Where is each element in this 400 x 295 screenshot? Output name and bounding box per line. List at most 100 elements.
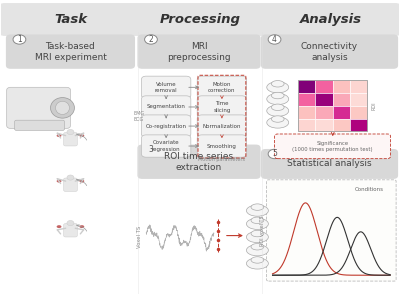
FancyBboxPatch shape: [142, 115, 191, 137]
Ellipse shape: [251, 217, 264, 224]
FancyBboxPatch shape: [64, 132, 77, 146]
FancyBboxPatch shape: [197, 76, 247, 99]
Text: ROI: ROI: [372, 101, 376, 110]
Bar: [315, 80, 332, 93]
FancyBboxPatch shape: [138, 145, 260, 179]
Circle shape: [67, 220, 74, 226]
Text: Time
slicing: Time slicing: [213, 101, 231, 113]
Text: 2: 2: [148, 35, 153, 44]
Circle shape: [268, 149, 281, 159]
Ellipse shape: [80, 180, 84, 183]
FancyBboxPatch shape: [197, 96, 247, 118]
Text: Voxel TS: Voxel TS: [137, 226, 142, 248]
FancyBboxPatch shape: [266, 180, 396, 281]
Ellipse shape: [246, 218, 268, 230]
Ellipse shape: [267, 94, 289, 105]
Ellipse shape: [246, 245, 268, 256]
Ellipse shape: [271, 116, 284, 122]
Bar: [298, 119, 315, 131]
Ellipse shape: [80, 134, 84, 137]
Text: Task-based
MRI experiment: Task-based MRI experiment: [34, 42, 106, 62]
Ellipse shape: [57, 180, 62, 183]
FancyBboxPatch shape: [0, 3, 400, 36]
Circle shape: [67, 175, 74, 180]
Text: Covariate
regression: Covariate regression: [152, 140, 180, 152]
Bar: [315, 93, 332, 106]
Bar: [350, 106, 368, 119]
Ellipse shape: [80, 225, 84, 228]
FancyBboxPatch shape: [64, 178, 77, 191]
Ellipse shape: [246, 205, 268, 216]
Ellipse shape: [271, 92, 284, 99]
Ellipse shape: [50, 98, 74, 118]
Ellipse shape: [56, 101, 70, 114]
Text: ROI time series
extraction: ROI time series extraction: [164, 152, 234, 172]
Bar: [350, 93, 368, 106]
Text: Smoothing: Smoothing: [207, 144, 237, 148]
Text: 1: 1: [17, 35, 22, 44]
FancyBboxPatch shape: [7, 87, 70, 128]
Ellipse shape: [251, 230, 264, 237]
Text: 5: 5: [272, 150, 277, 158]
Bar: [298, 93, 315, 106]
Text: Analysis: Analysis: [300, 13, 362, 26]
Text: Connectivity
analysis: Connectivity analysis: [301, 42, 358, 62]
Bar: [350, 80, 368, 93]
FancyBboxPatch shape: [142, 135, 191, 157]
Ellipse shape: [251, 257, 264, 263]
FancyBboxPatch shape: [197, 135, 247, 157]
Ellipse shape: [251, 204, 264, 210]
Bar: [315, 106, 332, 119]
Text: Co-registration: Co-registration: [146, 124, 187, 129]
FancyBboxPatch shape: [261, 149, 398, 179]
Circle shape: [144, 35, 157, 44]
Bar: [332, 106, 350, 119]
Ellipse shape: [271, 81, 284, 87]
FancyBboxPatch shape: [6, 35, 135, 69]
Bar: [315, 119, 332, 131]
FancyBboxPatch shape: [261, 35, 398, 69]
Ellipse shape: [246, 258, 268, 269]
Text: 3: 3: [148, 145, 154, 154]
Text: ROI voxel TS: ROI voxel TS: [260, 215, 264, 246]
Ellipse shape: [271, 104, 284, 111]
Ellipse shape: [57, 225, 62, 228]
Text: Normalization: Normalization: [203, 124, 241, 129]
Circle shape: [13, 35, 26, 44]
Bar: [298, 106, 315, 119]
Ellipse shape: [57, 134, 62, 137]
Ellipse shape: [246, 232, 268, 242]
Bar: [332, 93, 350, 106]
Text: MRI
preprocessing: MRI preprocessing: [167, 42, 231, 62]
Text: Significance
(1000 times permutation test): Significance (1000 times permutation tes…: [292, 141, 373, 152]
Text: Task: Task: [54, 13, 87, 26]
FancyBboxPatch shape: [142, 76, 191, 99]
Text: Volume
removal: Volume removal: [155, 82, 178, 93]
Text: Statistical analysis: Statistical analysis: [287, 159, 372, 168]
Bar: [298, 80, 368, 131]
Text: Motion parameters: Motion parameters: [198, 157, 246, 162]
FancyBboxPatch shape: [197, 115, 247, 137]
Text: Segmentation: Segmentation: [147, 104, 186, 109]
Bar: [332, 119, 350, 131]
FancyBboxPatch shape: [142, 96, 191, 118]
Text: Processing: Processing: [160, 13, 240, 26]
Bar: [332, 80, 350, 93]
Bar: [350, 119, 368, 131]
Ellipse shape: [267, 117, 289, 128]
FancyBboxPatch shape: [64, 224, 77, 237]
Circle shape: [67, 130, 74, 135]
Bar: [298, 80, 315, 93]
Ellipse shape: [251, 243, 264, 250]
Text: EMG
ECG: EMG ECG: [134, 111, 144, 122]
Text: 4: 4: [272, 35, 277, 44]
FancyBboxPatch shape: [15, 120, 64, 130]
Ellipse shape: [267, 105, 289, 116]
Circle shape: [268, 35, 281, 44]
Circle shape: [144, 145, 157, 154]
Text: Conditions: Conditions: [355, 187, 384, 192]
Text: Motion
correction: Motion correction: [208, 82, 236, 93]
FancyBboxPatch shape: [274, 134, 390, 159]
FancyBboxPatch shape: [138, 35, 260, 69]
Ellipse shape: [267, 82, 289, 93]
